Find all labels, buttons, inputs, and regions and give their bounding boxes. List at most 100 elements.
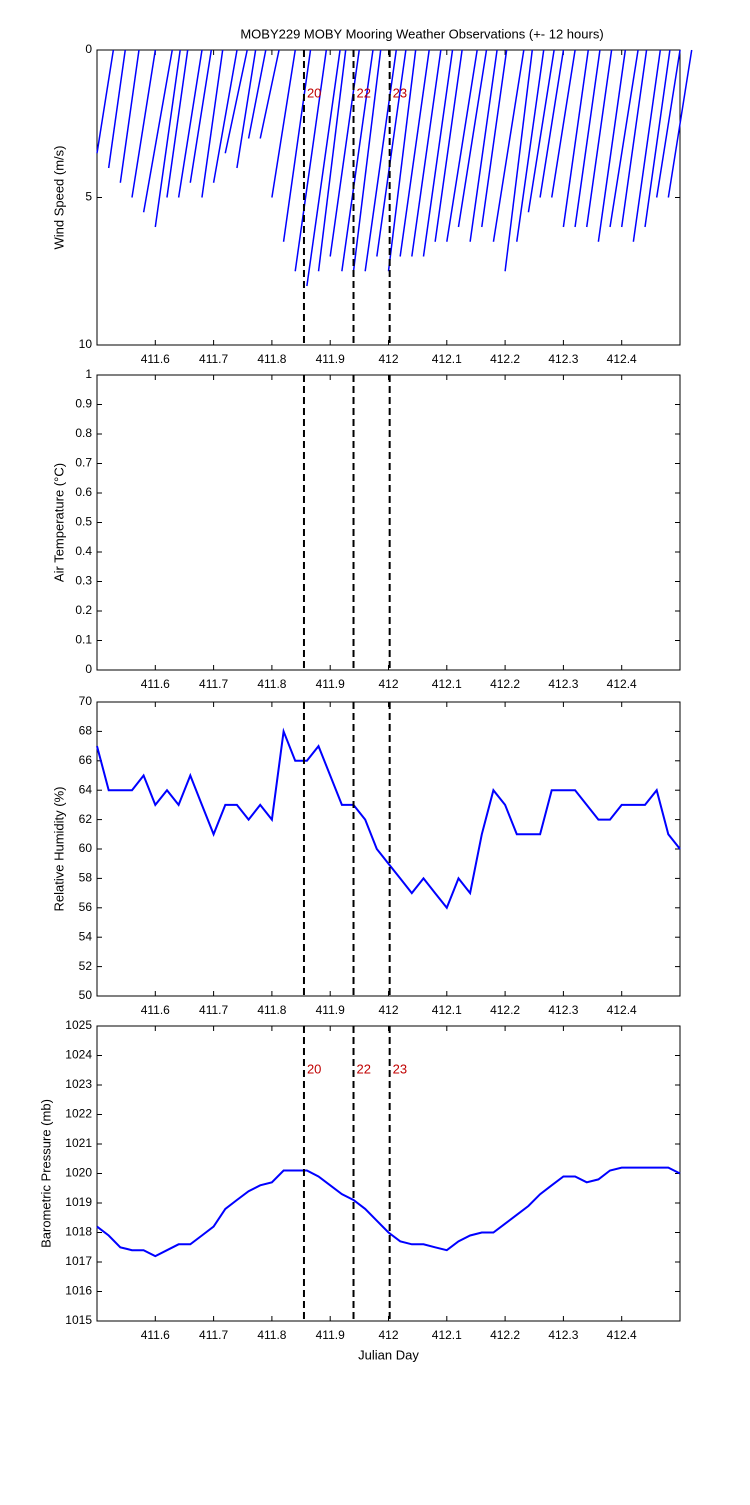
x-tick-label: 412.2 [490, 1003, 520, 1017]
y-tick-label: 10 [79, 337, 93, 351]
y-tick-label: 1015 [65, 1313, 92, 1327]
y-tick-label: 66 [79, 753, 93, 767]
y-tick-label: 0.8 [75, 426, 92, 440]
x-tick-label: 411.8 [257, 1328, 286, 1342]
event-label: 20 [307, 85, 321, 100]
wind-stick [317, 49, 347, 272]
wind-stick [306, 49, 341, 287]
x-tick-label: 411.9 [316, 1003, 345, 1017]
wind-stick [259, 49, 280, 139]
y-axis-label: Air Temperature (°C) [51, 463, 66, 582]
wind-stick [399, 49, 430, 257]
x-axis-label: Julian Day [358, 1347, 419, 1362]
x-tick-label: 411.7 [199, 1003, 228, 1017]
x-tick-label: 412.3 [548, 1328, 578, 1342]
wind-stick [492, 49, 525, 242]
wind-stick [539, 49, 565, 198]
x-tick-label: 412 [378, 1328, 398, 1342]
wind-stick [341, 49, 374, 272]
x-tick-label: 412.3 [548, 352, 578, 366]
x-tick-label: 412.4 [607, 352, 637, 366]
x-tick-label: 412.4 [607, 677, 637, 691]
wind-stick [387, 49, 417, 272]
wind-stick [446, 49, 478, 242]
wind-stick [574, 49, 601, 228]
x-tick-label: 411.6 [141, 677, 170, 691]
event-label: 20 [307, 1061, 321, 1076]
y-axis-label: Barometric Pressure (mb) [38, 1099, 53, 1248]
y-tick-label: 0.9 [75, 397, 92, 411]
x-tick-label: 411.9 [316, 352, 345, 366]
x-tick-label: 412.2 [490, 677, 520, 691]
x-tick-label: 412.1 [432, 677, 462, 691]
x-tick-label: 412 [378, 352, 398, 366]
y-tick-label: 62 [79, 812, 93, 826]
y-tick-label: 0.7 [75, 456, 92, 470]
x-tick-label: 412.3 [548, 677, 578, 691]
y-tick-label: 70 [79, 694, 93, 708]
y-tick-label: 1018 [65, 1225, 92, 1239]
x-tick-label: 411.7 [199, 352, 228, 366]
y-axis-label: Wind Speed (m/s) [51, 145, 66, 249]
wind-stick [142, 49, 173, 213]
wind-stick [504, 49, 534, 272]
x-tick-label: 411.9 [316, 677, 345, 691]
wind-stick [364, 49, 398, 272]
wind-stick [212, 49, 238, 183]
wind-stick [585, 49, 613, 228]
wind-stick [376, 49, 407, 257]
wind-stick [644, 49, 671, 228]
wind-stick [294, 49, 328, 272]
wind-stick [236, 49, 257, 169]
plot-area [96, 374, 681, 671]
y-tick-label: 0.1 [75, 633, 92, 647]
chart-title: MOBY229 MOBY Mooring Weather Observation… [240, 26, 603, 41]
y-tick-label: 1023 [65, 1077, 92, 1091]
x-tick-label: 412.3 [548, 1003, 578, 1017]
wind-stick [411, 49, 442, 257]
x-tick-label: 411.6 [141, 352, 170, 366]
y-tick-label: 50 [79, 988, 93, 1002]
y-tick-label: 1024 [65, 1048, 92, 1062]
wind-stick [96, 49, 115, 154]
y-tick-label: 56 [79, 900, 93, 914]
y-tick-label: 0.5 [75, 515, 92, 529]
event-label: 22 [357, 85, 371, 100]
plot-area [96, 701, 681, 997]
x-tick-label: 412.2 [490, 352, 520, 366]
y-tick-label: 0 [85, 662, 92, 676]
y-tick-label: 1021 [65, 1136, 92, 1150]
wind-stick [177, 49, 203, 198]
wind-stick [224, 49, 248, 154]
x-tick-label: 412 [378, 1003, 398, 1017]
x-tick-label: 411.7 [199, 1328, 228, 1342]
event-label: 22 [357, 1061, 371, 1076]
y-tick-label: 1022 [65, 1107, 92, 1121]
wind-stick [352, 49, 382, 272]
x-tick-label: 411.7 [199, 677, 228, 691]
y-tick-label: 58 [79, 871, 93, 885]
wind-stick [119, 49, 140, 183]
x-tick-label: 412.1 [432, 352, 462, 366]
wind-stick [481, 49, 508, 228]
wind-stick [282, 49, 312, 242]
wind-stick [516, 49, 545, 242]
y-tick-label: 60 [79, 841, 93, 855]
y-tick-label: 0 [85, 42, 92, 56]
data-line [96, 727, 681, 910]
wind-stick [667, 49, 693, 198]
x-tick-label: 411.8 [257, 352, 286, 366]
wind-stick [632, 49, 662, 242]
wind-stick [655, 49, 681, 198]
data-line [96, 1166, 681, 1258]
x-tick-label: 411.6 [141, 1328, 170, 1342]
wind-stick [201, 49, 224, 198]
x-tick-label: 412.2 [490, 1328, 520, 1342]
wind-stick [131, 49, 157, 198]
wind-stick [422, 49, 454, 257]
y-tick-label: 52 [79, 959, 93, 973]
wind-stick [457, 49, 488, 228]
x-tick-label: 411.6 [141, 1003, 170, 1017]
x-tick-label: 411.9 [316, 1328, 345, 1342]
